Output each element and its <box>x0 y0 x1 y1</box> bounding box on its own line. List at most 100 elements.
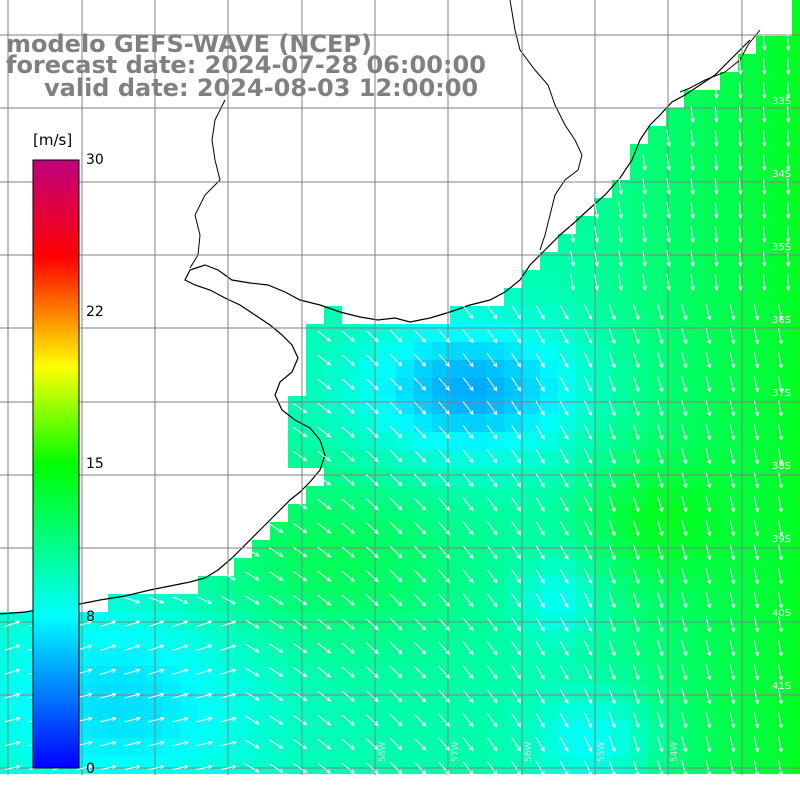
speed-cell <box>450 558 468 576</box>
speed-cell <box>720 468 738 486</box>
bottom-margin <box>0 775 800 800</box>
speed-cell <box>756 540 774 558</box>
speed-cell <box>378 468 396 486</box>
speed-cell <box>630 702 648 720</box>
speed-cell <box>324 450 342 468</box>
speed-cell <box>324 612 342 630</box>
speed-cell <box>576 270 594 288</box>
speed-cell <box>216 666 234 684</box>
wind-arrow <box>196 764 213 771</box>
speed-cell <box>792 288 800 306</box>
wind-arrow <box>778 544 784 562</box>
wind-arrow <box>389 378 403 391</box>
speed-cell <box>594 612 612 630</box>
speed-cell <box>396 414 414 432</box>
speed-cell <box>720 414 738 432</box>
speed-cell <box>792 468 800 486</box>
valid-date: valid date: 2024-08-03 12:00:00 <box>44 74 479 102</box>
wind-arrow <box>778 400 784 418</box>
colorbar <box>32 159 80 769</box>
speed-cell <box>720 396 738 414</box>
speed-cell <box>648 702 666 720</box>
wind-arrow <box>584 424 593 441</box>
wind-arrow <box>559 640 569 656</box>
speed-cell <box>576 396 594 414</box>
speed-cell <box>576 342 594 360</box>
speed-cell <box>774 594 792 612</box>
speed-cell <box>648 324 666 342</box>
wind-arrow <box>535 760 545 776</box>
wind-arrow <box>100 620 117 628</box>
speed-cell <box>792 396 800 414</box>
speed-cell <box>324 630 342 648</box>
speed-cell <box>324 720 342 738</box>
speed-cell <box>180 630 198 648</box>
wind-arrow <box>244 571 260 581</box>
wind-arrow <box>584 376 593 393</box>
wind-arrow <box>681 688 688 705</box>
speed-cell <box>216 612 234 630</box>
speed-cell <box>540 306 558 324</box>
wind-arrow <box>559 544 569 560</box>
wind-arrow <box>785 225 791 244</box>
speed-cell <box>540 594 558 612</box>
wind-arrow <box>341 402 355 414</box>
wind-arrow <box>584 664 593 681</box>
speed-cell <box>306 360 324 378</box>
speed-cell <box>774 144 792 162</box>
speed-cell <box>702 144 720 162</box>
speed-cell <box>792 450 800 468</box>
speed-cell <box>594 540 612 558</box>
speed-cell <box>486 756 504 774</box>
wind-arrow <box>762 249 767 268</box>
speed-cell <box>702 378 720 396</box>
wind-arrow <box>657 448 664 465</box>
speed-cell <box>774 666 792 684</box>
speed-cell <box>396 486 414 504</box>
speed-cell <box>306 342 324 360</box>
speed-cell <box>270 648 288 666</box>
speed-cell <box>414 612 432 630</box>
wind-arrow <box>244 667 260 677</box>
speed-cell <box>252 612 270 630</box>
speed-cell <box>756 108 774 126</box>
speed-cell <box>198 648 216 666</box>
speed-cell <box>612 324 630 342</box>
speed-cell <box>504 720 522 738</box>
speed-cell <box>306 432 324 450</box>
wind-arrow <box>438 737 450 751</box>
speed-cell <box>522 720 540 738</box>
wind-arrow <box>486 353 498 368</box>
speed-cell <box>414 342 432 360</box>
wind-arrow <box>608 424 616 441</box>
speed-cell <box>468 594 486 612</box>
speed-cell <box>648 648 666 666</box>
wind-arrow <box>705 352 712 369</box>
speed-cell <box>270 738 288 756</box>
speed-cell <box>558 666 576 684</box>
wind-arrow <box>341 330 355 342</box>
speed-cell <box>684 666 702 684</box>
speed-cell <box>792 666 800 684</box>
wind-arrow <box>705 544 712 561</box>
wind-arrow <box>729 424 736 441</box>
wind-arrow <box>486 449 498 464</box>
speed-cell <box>306 594 324 612</box>
speed-cell <box>540 702 558 720</box>
speed-cell <box>612 504 630 522</box>
speed-cell <box>90 738 108 756</box>
model-title: modelo GEFS-WAVE (NCEP) <box>6 30 372 58</box>
speed-cell <box>630 540 648 558</box>
wind-arrow <box>535 304 545 320</box>
wind-arrow <box>511 377 521 392</box>
speed-cell <box>792 486 800 504</box>
speed-cell <box>162 684 180 702</box>
speed-cell <box>774 288 792 306</box>
speed-cell <box>648 486 666 504</box>
speed-cell <box>684 540 702 558</box>
speed-cell <box>792 36 800 54</box>
speed-cell <box>522 414 540 432</box>
wind-arrow <box>584 640 593 657</box>
speed-cell <box>792 720 800 738</box>
speed-cell <box>792 0 800 18</box>
